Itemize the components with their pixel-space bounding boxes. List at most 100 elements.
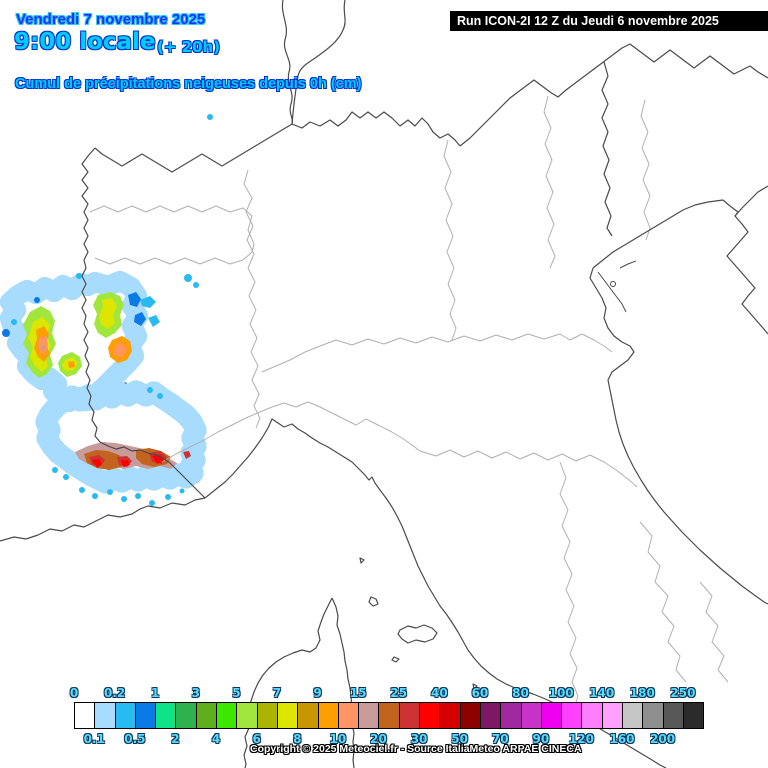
border-liguria-nord xyxy=(161,401,421,463)
legend-cell: 70 xyxy=(492,702,522,746)
legend-cell: 4 xyxy=(212,702,238,746)
tuscan-islands xyxy=(359,557,478,690)
corsica xyxy=(243,597,355,768)
legend-cell: 140 xyxy=(589,686,624,729)
legend-cell: 8 xyxy=(293,702,319,746)
parameter-title: Cumul de précipitations neigeuses depuis… xyxy=(15,76,362,92)
border-lombardia-veneto xyxy=(443,139,457,341)
legend-cell: 10 xyxy=(330,702,360,746)
legend-cell: 0.1 xyxy=(84,702,116,746)
legend-boundary-label: 4 xyxy=(211,732,221,746)
legend-cell: 0 xyxy=(70,686,96,729)
legend-cell: 90 xyxy=(532,702,563,746)
legend-cell: 0.2 xyxy=(104,686,136,729)
gorgona-island xyxy=(359,557,365,564)
legend-boundary-label: 30 xyxy=(410,732,428,746)
legend-boundary-label: 2 xyxy=(171,732,180,746)
legend-boundary-label: 40 xyxy=(430,686,448,700)
elba-island xyxy=(397,624,438,644)
coast-gulf-trieste xyxy=(592,199,724,269)
legend-boundary-label: 100 xyxy=(548,686,574,700)
legend-boundary-label: 80 xyxy=(512,686,529,700)
legend-cell: 30 xyxy=(411,702,441,746)
legend-cell: 15 xyxy=(350,686,380,729)
legend-boundary-label: 7 xyxy=(272,686,282,700)
legend-cell: 250 xyxy=(670,686,705,729)
legend-cell: 25 xyxy=(390,686,421,729)
legend-bar: 0 0.1 0.2 0.5 1 2 3 4 5 6 7 8 9 10 15 20 25 30 40 50 60 70 80 9… xyxy=(70,686,705,746)
legend-boundary-label: 10 xyxy=(329,732,347,746)
legend-cell: 9 xyxy=(313,686,339,729)
precip-scattered-specks xyxy=(2,114,213,506)
legend-cell: 1 xyxy=(151,686,177,729)
forecast-hour-offset: (+ 20h) xyxy=(157,38,221,56)
border-swiss-west xyxy=(94,123,293,173)
border-valle-daosta xyxy=(89,205,255,265)
legend-cell: 7 xyxy=(273,686,299,729)
legend-boundary-label: 60 xyxy=(471,686,489,700)
legend-cell: 160 xyxy=(609,702,644,746)
coast-adriatic xyxy=(589,267,768,605)
legend-boundary-label: 180 xyxy=(629,686,655,700)
border-friuli-veneto xyxy=(640,99,651,241)
legend-cell: 100 xyxy=(549,686,583,729)
legend-cell: 20 xyxy=(370,702,400,746)
legend-cell: 6 xyxy=(252,702,278,746)
legend-boundary-label: 0.5 xyxy=(124,732,146,746)
legend-cell: 40 xyxy=(431,686,461,729)
border-toscana-umbria xyxy=(559,461,579,711)
copyright-text: Copyright © 2025 Meteociel.fr - Source I… xyxy=(250,743,582,755)
legend-boundary-label: 200 xyxy=(650,732,676,746)
regional-borders xyxy=(89,95,729,711)
border-umbria-marche xyxy=(639,521,687,683)
venice-lagoon xyxy=(597,260,637,313)
legend-cell: 5 xyxy=(232,686,258,729)
coast-french-riviera xyxy=(0,497,206,542)
forecast-time: 9:00 locale xyxy=(14,29,156,55)
legend-boundary-label: 5 xyxy=(232,686,241,700)
legend-boundary-label: 25 xyxy=(390,686,408,700)
border-austria xyxy=(459,43,768,147)
border-slovenia xyxy=(601,61,613,237)
border-france-italy xyxy=(81,147,206,499)
border-po-emilia xyxy=(261,333,613,373)
border-marche-abruzzo xyxy=(699,581,729,683)
precip-upper-cluster xyxy=(0,271,160,412)
border-swiss-north2 xyxy=(291,0,346,125)
legend-boundary-label: 120 xyxy=(568,732,594,746)
legend-cell: 3 xyxy=(192,686,218,729)
legend-boundary-label: 0 xyxy=(69,686,79,700)
giglio-island xyxy=(472,683,478,690)
legend-cell: 0.5 xyxy=(124,702,157,746)
legend-boundary-label: 140 xyxy=(589,686,615,700)
border-swiss-north xyxy=(281,0,294,125)
legend-boundary-label: 160 xyxy=(609,732,635,746)
coast-istria-top xyxy=(722,199,739,217)
legend-boundary-label: 3 xyxy=(191,686,200,700)
capraia-island xyxy=(368,596,379,607)
legend-boundary-label: 20 xyxy=(370,732,387,746)
coast-istria xyxy=(726,185,768,335)
legend-cell: 2 xyxy=(171,702,197,746)
legend-cell: 50 xyxy=(451,702,481,746)
legend-cell: 60 xyxy=(472,686,502,729)
border-swiss-italy xyxy=(291,111,461,147)
model-run-info: Run ICON-2I 12 Z du Jeudi 6 novembre 202… xyxy=(450,11,768,31)
forecast-date: Vendredi 7 novembre 2025 xyxy=(16,11,206,28)
border-trentino-veneto xyxy=(543,95,556,269)
legend-boundary-label: 50 xyxy=(451,732,468,746)
legend-boundary-label: 6 xyxy=(252,732,261,746)
precip-main-band xyxy=(35,380,207,494)
legend-cell: 180 xyxy=(630,686,664,729)
legend-cell: 120 xyxy=(569,702,603,746)
legend-boundary-label: 1 xyxy=(151,686,160,700)
legend-boundary-label: 90 xyxy=(532,732,550,746)
border-piemonte-lombardia xyxy=(243,169,261,429)
legend-boundary-label: 250 xyxy=(670,686,696,700)
legend-boundary-label: 0.2 xyxy=(103,686,126,700)
pianosa-island xyxy=(391,656,400,663)
legend-boundary-label: 0.1 xyxy=(83,732,105,746)
